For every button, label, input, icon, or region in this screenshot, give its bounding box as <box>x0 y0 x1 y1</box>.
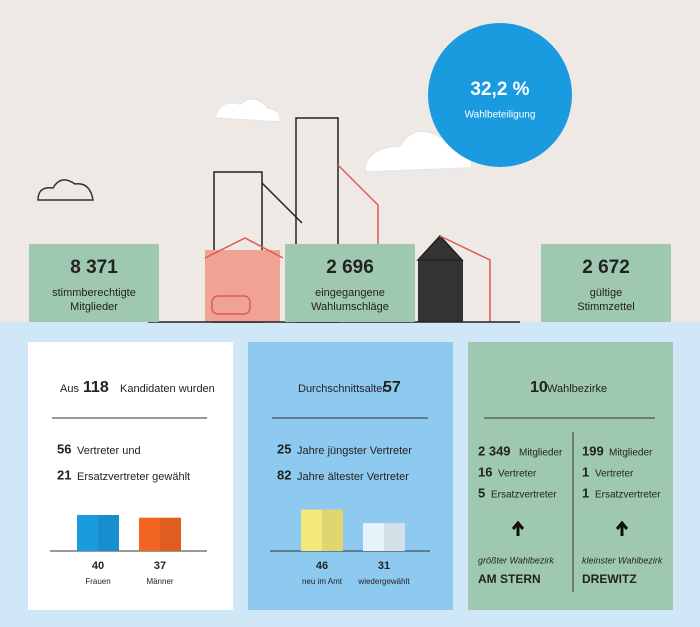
stat-label: eingegangene <box>315 287 385 299</box>
district-text: Mitglieder <box>519 448 563 459</box>
district-count: 10 <box>530 379 548 396</box>
bar <box>301 509 343 551</box>
stat-box <box>29 244 159 322</box>
line-value: 82 <box>277 467 291 482</box>
bar-shade <box>98 515 119 551</box>
district-label: Wahlbezirke <box>547 383 607 395</box>
city-illustration <box>37 98 520 323</box>
candidates-count: 118 <box>83 379 109 396</box>
turnout-value: 32,2 % <box>470 79 529 100</box>
stat-value: 8 371 <box>70 257 118 278</box>
bar-label: neu im Amt <box>302 577 343 586</box>
age-panel <box>248 342 453 610</box>
district-text: Vertreter <box>595 469 634 480</box>
bar <box>77 515 119 551</box>
bar-label: wiedergewählt <box>357 577 410 586</box>
bar-label: Frauen <box>85 577 110 586</box>
bar <box>363 523 405 551</box>
stat-value: 2 696 <box>326 257 374 278</box>
district-text: Mitglieder <box>609 448 653 459</box>
bar-shade <box>160 517 181 551</box>
bar-value: 40 <box>92 560 104 572</box>
district-text: Ersatzvertreter <box>491 490 557 501</box>
stat-box <box>285 244 415 322</box>
bar-shade <box>322 509 343 551</box>
stat-label: Wahlumschläge <box>311 301 389 313</box>
district-value: 16 <box>478 464 492 479</box>
bar-value: 46 <box>316 560 328 572</box>
arrow <box>511 520 525 536</box>
district-value: 1 <box>582 485 589 500</box>
district-caption: kleinster Wahlbezirk <box>582 555 663 565</box>
turnout-circle <box>428 23 572 167</box>
stat-label: gültige <box>590 287 622 299</box>
arrow <box>615 520 629 536</box>
stat-label: Mitglieder <box>70 301 118 313</box>
age-value: 57 <box>383 379 401 396</box>
candidates-suffix: Kandidaten wurden <box>120 383 215 395</box>
district-text: Ersatzvertreter <box>595 490 661 501</box>
district-caption: größter Wahlbezirk <box>478 555 554 565</box>
stat-label: stimmberechtigte <box>52 287 136 299</box>
line-text: Ersatzvertreter gewählt <box>77 471 190 483</box>
turnout-label: Wahlbeteiligung <box>465 110 536 121</box>
bar-value: 31 <box>378 560 390 572</box>
districts-panel <box>468 342 673 610</box>
district-text: Vertreter <box>498 469 537 480</box>
line-text: Vertreter und <box>77 445 141 457</box>
line-value: 21 <box>57 467 71 482</box>
age-label: Durchschnittsalter <box>298 383 386 395</box>
bar-value: 37 <box>154 560 166 572</box>
candidates-prefix: Aus <box>60 383 79 395</box>
line-value: 25 <box>277 441 291 456</box>
stat-label: Stimmzettel <box>577 301 634 313</box>
candidates-panel <box>28 342 233 610</box>
district-value: 199 <box>582 443 604 458</box>
stat-value: 2 672 <box>582 257 630 278</box>
line-text: Jahre ältester Vertreter <box>297 471 409 483</box>
bar <box>139 517 181 551</box>
bar-shade <box>384 523 405 551</box>
stat-box <box>541 244 671 322</box>
district-value: 2 349 <box>478 443 511 458</box>
district-name: DREWITZ <box>582 572 637 586</box>
line-text: Jahre jüngster Vertreter <box>297 445 412 457</box>
district-value: 5 <box>478 485 485 500</box>
line-value: 56 <box>57 441 71 456</box>
district-name: AM STERN <box>478 572 541 586</box>
bar-label: Männer <box>146 577 173 586</box>
district-value: 1 <box>582 464 589 479</box>
